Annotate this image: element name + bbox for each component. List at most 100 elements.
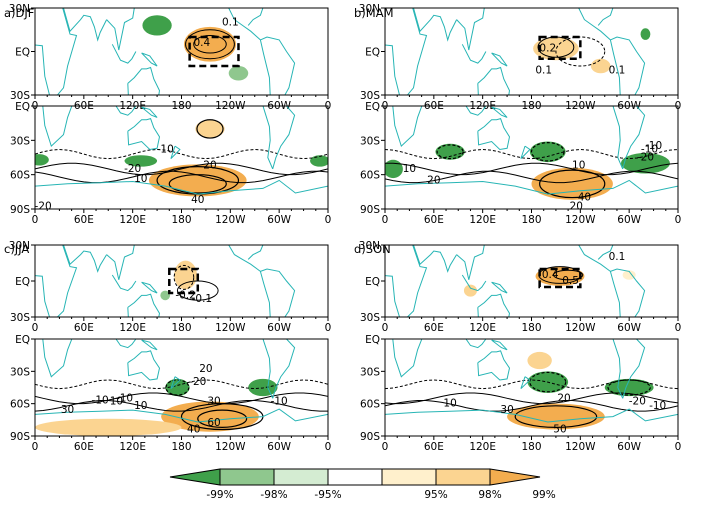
contour-label: 20 [203, 160, 216, 172]
contour-label: -20 [189, 376, 206, 388]
contour-label: -10 [641, 143, 658, 155]
index-region-box [188, 35, 240, 68]
extratropics-lat-label: 60S [10, 399, 30, 411]
contour-label: 40 [578, 192, 591, 204]
tropics-lat-label: 30S [10, 312, 30, 324]
extratropics-lat-label: 90S [360, 431, 380, 443]
coastline [477, 66, 511, 95]
contour-label: -20 [629, 396, 646, 408]
contour-label: -10 [271, 396, 288, 408]
extratropics-lon-label: 0 [382, 441, 389, 453]
coastline [35, 179, 328, 195]
colorbar-label: 95% [424, 489, 447, 501]
contour-line [168, 174, 227, 194]
contour-line [385, 162, 678, 176]
coastline [491, 52, 508, 67]
extratropics-lon-label: 60W [617, 441, 641, 453]
colorbar-segment [273, 468, 329, 486]
coastline [262, 106, 274, 170]
contour-line [555, 36, 606, 67]
coastline [612, 339, 624, 399]
coastline [63, 8, 108, 42]
tropics-lat-label: EQ [15, 276, 30, 288]
extratropics-lon-label: 180 [171, 441, 191, 453]
coastline [491, 106, 508, 118]
contour-line [196, 119, 224, 139]
contour-line [436, 144, 464, 160]
coastline [392, 106, 423, 148]
extratropics-lat-label: EQ [365, 334, 380, 346]
coastline [477, 117, 511, 151]
coastline [247, 245, 264, 260]
extratropics-lon-label: 60W [267, 214, 291, 226]
coastline [42, 106, 73, 148]
contour-label: -20 [637, 152, 654, 164]
extratropics-lon-label: 0 [32, 214, 39, 226]
coastline [465, 339, 487, 349]
extratropics-lon-label: 60E [74, 441, 94, 453]
contour-label: 10 [134, 400, 147, 412]
extratropics-lat-label: 60S [360, 170, 380, 182]
coastline [170, 145, 181, 159]
panel-label: a)DJF [4, 6, 34, 20]
index-region-box [538, 267, 582, 289]
shaded-region [160, 290, 171, 301]
contour-label: 30 [500, 404, 513, 416]
contour-label: 50 [553, 424, 566, 436]
tropics-lon-label: 120E [469, 322, 496, 334]
contour-label: -0.1 [192, 293, 213, 305]
contour-line [35, 170, 328, 184]
contour-line [165, 379, 190, 396]
contour-label: 30 [61, 404, 74, 416]
contour-line [385, 170, 678, 184]
panel-2: c)JJA -0.2-0.1 0 60E 120E 180 120W 60W 0 30N EQ 30S… [4, 240, 331, 453]
colorbar-segment [435, 468, 491, 486]
extratropics-lon-label: 0 [675, 441, 682, 453]
coastline [610, 268, 646, 317]
contour-label: 20 [427, 174, 440, 186]
shaded-region [640, 28, 651, 40]
tropics-lat-label: 30N [359, 3, 380, 15]
tropics-lon-label: 180 [521, 322, 541, 334]
contour-line [530, 142, 565, 162]
tropics-lon-label: 60W [267, 322, 291, 334]
extratropics-lon-label: 180 [521, 441, 541, 453]
extratropics-lon-label: 120E [119, 214, 146, 226]
tropics-lon-label: 60E [74, 322, 94, 334]
coastline [35, 408, 328, 423]
shaded-region [529, 141, 566, 163]
coastline [35, 8, 78, 95]
tropics-lon-label: 120E [119, 322, 146, 334]
contour-line [176, 280, 219, 301]
coastline [127, 117, 161, 151]
contour-line [173, 264, 195, 290]
shaded-region [142, 15, 172, 36]
colorbar-label: -95% [314, 489, 341, 501]
coastline [578, 8, 621, 95]
contour-label: 20 [557, 392, 570, 404]
extratropics-lon-label: 0 [382, 214, 389, 226]
coastline [520, 376, 531, 389]
colorbar-label: 98% [478, 489, 501, 501]
coastline [228, 8, 271, 95]
colorbar-label: 99% [532, 489, 555, 501]
contour-line [35, 162, 328, 176]
coastline [248, 72, 263, 86]
extratropics-lon-label: 120W [565, 441, 596, 453]
contour-label: 30 [207, 396, 220, 408]
extratropics-lon-label: 60E [424, 214, 444, 226]
contour-line [197, 409, 248, 428]
extratropics-lat-label: 90S [10, 204, 30, 216]
coastline [597, 8, 614, 26]
shaded-region [148, 164, 247, 197]
extratropics-lon-label: 180 [171, 214, 191, 226]
colorbar-segment [169, 468, 221, 486]
coastline [598, 307, 613, 320]
coastline [35, 359, 328, 373]
coastline [260, 268, 296, 317]
contour-label: 10 [403, 163, 416, 175]
shaded-region [183, 26, 237, 62]
shaded-region [228, 66, 249, 81]
coastline [385, 179, 678, 195]
